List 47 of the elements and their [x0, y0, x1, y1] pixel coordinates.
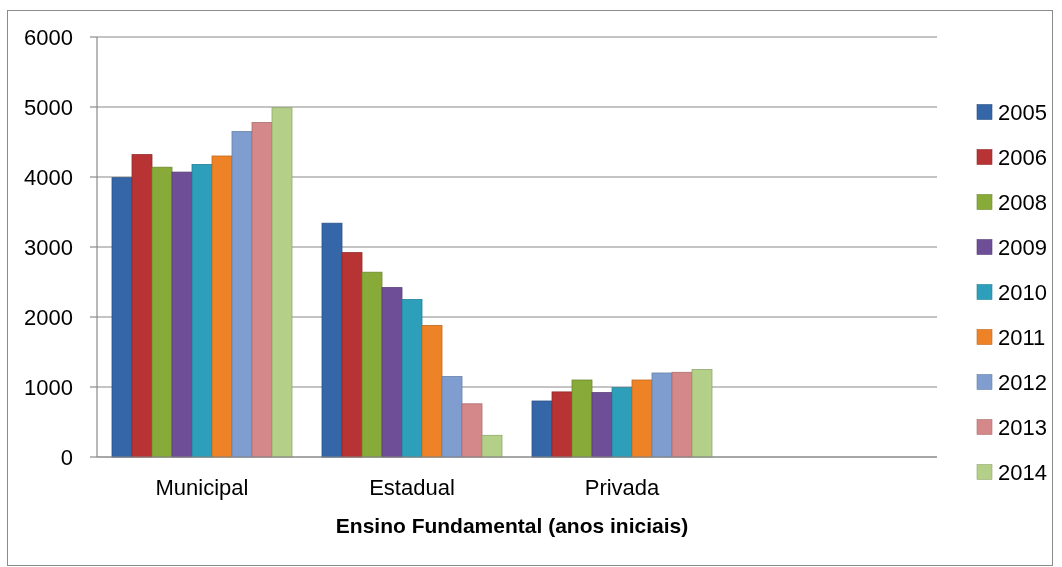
legend-label: 2011 [998, 324, 1046, 350]
bar [481, 434, 503, 458]
legend-label: 2006 [998, 144, 1047, 170]
legend-label: 2010 [998, 279, 1047, 305]
bar [191, 164, 213, 458]
bar [111, 177, 133, 458]
y-tick-label: 2000 [24, 304, 73, 330]
bar [671, 371, 693, 458]
legend-label: 2009 [998, 234, 1047, 260]
bar [231, 131, 253, 458]
bar [571, 379, 593, 458]
bar [691, 369, 713, 458]
bar [211, 155, 233, 458]
bar [131, 154, 153, 458]
bar [611, 387, 633, 458]
x-tick-label: Municipal [155, 474, 249, 500]
bar [341, 252, 363, 458]
bar [631, 379, 653, 458]
x-tick-label: Privada [584, 474, 661, 500]
y-tick-label: 3000 [24, 234, 73, 260]
bar [461, 403, 483, 458]
bar [421, 325, 443, 458]
y-tick-label: 4000 [24, 164, 73, 190]
legend-label: 2005 [998, 99, 1047, 125]
legend-label: 2008 [998, 189, 1047, 215]
bar [171, 171, 193, 458]
x-axis-title: Ensino Fundamental (anos iniciais) [335, 514, 689, 538]
bar [321, 222, 343, 458]
bar [151, 166, 173, 458]
legend-label: 2012 [998, 369, 1047, 395]
y-tick-label: 5000 [24, 94, 73, 120]
bar [441, 376, 463, 458]
bar [401, 299, 423, 458]
bar [381, 287, 403, 458]
y-tick-label: 1000 [24, 374, 73, 400]
y-tick-label: 6000 [24, 24, 73, 50]
bar [551, 391, 573, 458]
y-tick-label: 0 [60, 444, 73, 470]
bar [361, 271, 383, 458]
legend-label: 2014 [998, 459, 1047, 485]
bar [591, 392, 613, 458]
bar [651, 372, 673, 458]
x-tick-label: Estadual [369, 474, 455, 500]
bar [531, 400, 553, 458]
bar [251, 122, 273, 458]
bar [271, 107, 293, 458]
legend-label: 2013 [998, 414, 1047, 440]
